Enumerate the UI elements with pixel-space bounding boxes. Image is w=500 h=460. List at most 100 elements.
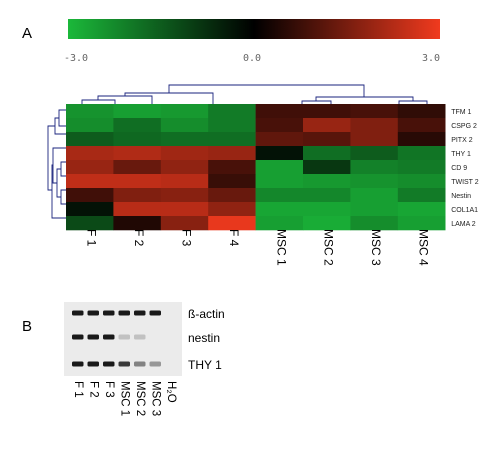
row-label: PITX 2 [451, 137, 473, 144]
gel-band [103, 310, 115, 316]
gel-lane-label: F 1 [72, 381, 84, 398]
row-label: TWIST 2 [451, 179, 479, 186]
gel-lane-label: F 3 [103, 381, 115, 398]
gel-band-label: ß-actin [188, 307, 225, 321]
heatmap-cell [350, 216, 399, 231]
heatmap-cell [66, 118, 114, 133]
gel-band [72, 310, 84, 316]
heatmap-cell [397, 160, 446, 175]
row-label: COL1A1 [451, 207, 478, 214]
column-label: MSC 4 [417, 229, 431, 266]
heatmap-cell [113, 132, 162, 147]
heatmap-cell [350, 104, 399, 119]
row-label: LAMA 2 [451, 221, 476, 228]
heatmap-cell [255, 160, 304, 175]
heatmap-cell [255, 188, 304, 203]
expression-heatmap [66, 104, 446, 231]
gel-band [149, 361, 161, 367]
heatmap-cell [113, 188, 162, 203]
heatmap-cell [303, 174, 351, 189]
heatmap-cell [208, 146, 256, 161]
heatmap-cell [397, 188, 446, 203]
heatmap-cell [160, 188, 209, 203]
gel-band [103, 334, 115, 340]
heatmap-cell [160, 146, 209, 161]
gel-band [72, 334, 84, 340]
panel-a-label: A [22, 25, 32, 42]
heatmap-cell [303, 146, 351, 161]
heatmap-cell [208, 216, 256, 231]
heatmap-cell [113, 160, 162, 175]
heatmap-cell [397, 216, 446, 231]
column-label: F 1 [85, 229, 99, 247]
heatmap-column-labels: F 1 F 2 F 3 F 4 MSC 1 MSC 2 MSC 3 MSC 4 [85, 229, 431, 266]
gel-band [87, 334, 99, 340]
heatmap-cell [113, 202, 162, 217]
heatmap-cell [303, 104, 351, 119]
heatmap-cell [66, 202, 114, 217]
gel-band [103, 361, 115, 367]
gel-band [134, 334, 146, 340]
heatmap-cell [350, 118, 399, 133]
heatmap-cell [66, 174, 114, 189]
panel-b-label: B [22, 318, 32, 335]
heatmap-cell [350, 202, 399, 217]
heatmap-cell [66, 216, 114, 231]
heatmap-cell [303, 132, 351, 147]
column-label: MSC 1 [274, 229, 288, 266]
column-label: F 3 [180, 229, 194, 247]
heatmap-cell [303, 118, 351, 133]
heatmap-cell [255, 146, 304, 161]
heatmap-cell [66, 146, 114, 161]
gel-lane-label: MSC 3 [150, 381, 162, 416]
heatmap-cell [113, 216, 162, 231]
gel-band [72, 361, 84, 367]
heatmap-cell [350, 188, 399, 203]
gel-band [134, 361, 146, 367]
column-label: MSC 3 [369, 229, 383, 266]
color-scale-bar [68, 19, 440, 39]
heatmap-cell [397, 132, 446, 147]
scale-mid-label: 0.0 [243, 53, 261, 64]
heatmap-cell [160, 202, 209, 217]
heatmap-cell [397, 202, 446, 217]
heatmap-cell [255, 104, 304, 119]
gel-band [118, 361, 130, 367]
gel-band-labels: ß-actin nestin THY 1 [188, 307, 225, 372]
heatmap-cell [208, 104, 256, 119]
heatmap-cell [303, 188, 351, 203]
heatmap-cell [160, 216, 209, 231]
gel-band [87, 361, 99, 367]
gel-band-label: THY 1 [188, 358, 222, 372]
heatmap-cell [255, 202, 304, 217]
heatmap-cell [113, 104, 162, 119]
gel-lane-label: F 2 [88, 381, 100, 398]
heatmap-cell [255, 118, 304, 133]
gel-band-label: nestin [188, 331, 220, 345]
column-label: MSC 2 [322, 229, 336, 266]
heatmap-cell [208, 188, 256, 203]
gel-lane-label: MSC 1 [119, 381, 131, 416]
heatmap-cell [66, 188, 114, 203]
gel-band [149, 310, 161, 316]
heatmap-cell [255, 216, 304, 231]
heatmap-cell [66, 160, 114, 175]
heatmap-row-labels: TFM 1 CSPG 2 PITX 2 THY 1 CD 9 TWIST 2 Nestin C… [451, 109, 479, 228]
heatmap-cell [160, 118, 209, 133]
heatmap-cell [113, 118, 162, 133]
heatmap-cell [350, 160, 399, 175]
heatmap-cell [160, 160, 209, 175]
gel-band [118, 334, 130, 340]
row-label: TFM 1 [451, 109, 471, 116]
row-label: CSPG 2 [451, 123, 477, 130]
heatmap-cell [208, 118, 256, 133]
heatmap-cell [350, 174, 399, 189]
heatmap-cell [208, 174, 256, 189]
heatmap-cell [66, 132, 114, 147]
gel-band [134, 310, 146, 316]
heatmap-cell [113, 174, 162, 189]
gel-band [118, 310, 130, 316]
heatmap-cell [160, 104, 209, 119]
heatmap-cell [350, 132, 399, 147]
